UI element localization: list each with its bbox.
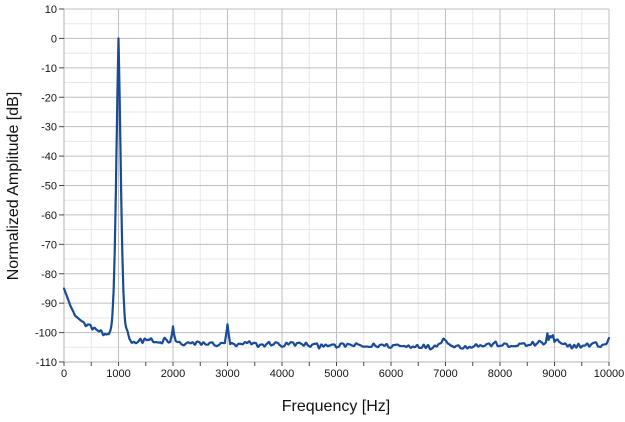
x-tick-label: 3000 xyxy=(215,368,239,380)
x-tick-label: 1000 xyxy=(106,368,130,380)
y-tick-label: -20 xyxy=(41,92,57,104)
y-tick-label: -10 xyxy=(41,63,57,75)
x-tick-label: 7000 xyxy=(433,368,457,380)
y-tick-label: -30 xyxy=(41,122,57,134)
x-tick-label: 5000 xyxy=(324,368,348,380)
y-tick-label: -50 xyxy=(41,181,57,193)
y-tick-label: -40 xyxy=(41,151,57,163)
x-axis-title: Frequency [Hz] xyxy=(282,398,390,415)
x-tick-label: 4000 xyxy=(270,368,294,380)
spectrum-line xyxy=(62,37,611,351)
tick-labels: 0 1000 2000 3000 4000 5000 6000 7000 8000 9000 100… xyxy=(35,4,624,380)
x-tick-label: 8000 xyxy=(488,368,512,380)
y-tick-label: -100 xyxy=(35,328,57,340)
tick-marks xyxy=(59,8,610,366)
y-tick-label: 0 xyxy=(51,33,57,45)
y-tick-label: -70 xyxy=(41,239,57,251)
data-series xyxy=(62,37,611,351)
y-tick-label: -60 xyxy=(41,210,57,222)
x-tick-label: 10000 xyxy=(594,368,625,380)
x-tick-label: 9000 xyxy=(542,368,566,380)
x-tick-label: 0 xyxy=(61,368,67,380)
x-tick-label: 6000 xyxy=(379,368,403,380)
y-tick-label: -90 xyxy=(41,298,57,310)
y-tick-label: -110 xyxy=(36,357,57,369)
y-axis-title: Normalized Amplitude [dB] xyxy=(5,92,22,281)
x-tick-label: 2000 xyxy=(161,368,185,380)
y-tick-label: -80 xyxy=(41,269,57,281)
y-tick-label: 10 xyxy=(45,4,57,16)
